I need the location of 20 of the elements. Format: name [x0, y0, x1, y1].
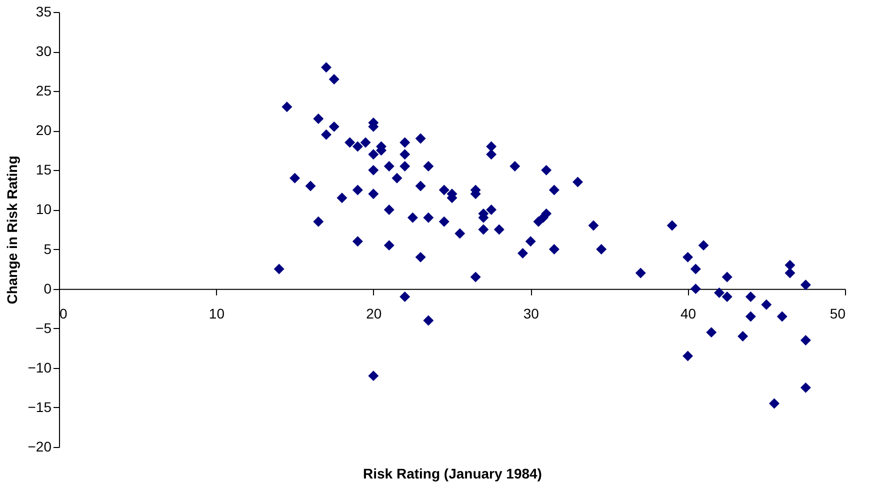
y-axis-title: Change in Risk Rating	[4, 156, 20, 304]
x-tick-label: 10	[208, 305, 225, 322]
y-tick-label: 0	[44, 280, 52, 296]
y-tick-label: −5	[36, 320, 52, 336]
y-tick-label: −10	[28, 359, 52, 376]
x-tick-label: 0	[60, 305, 68, 322]
y-tick-label: 5	[44, 240, 52, 257]
x-tick-label: 50	[830, 305, 846, 322]
x-tick-label: 30	[523, 305, 540, 322]
y-tick-label: 25	[36, 82, 52, 99]
y-tick-label: 35	[36, 4, 52, 20]
y-tick-label: −15	[28, 398, 52, 415]
x-axis-title: Risk Rating (January 1984)	[363, 466, 542, 482]
y-tick-label: 15	[36, 162, 52, 178]
y-tick-label: 30	[36, 43, 52, 60]
y-tick-label: 10	[36, 201, 52, 218]
x-tick-label: 20	[366, 305, 382, 322]
y-tick-label: 20	[36, 122, 52, 138]
y-tick-label: −20	[28, 438, 52, 454]
x-tick-label: 40	[680, 305, 696, 322]
